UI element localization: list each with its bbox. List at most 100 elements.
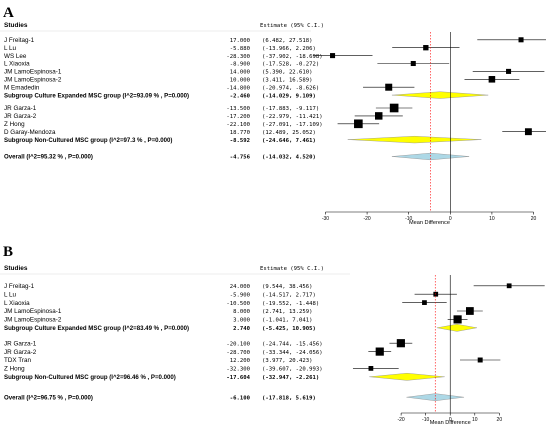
study-estimate: -28.700 (226, 350, 250, 356)
study-label: Z Hong (4, 121, 25, 128)
subgroup-label: Subgroup Culture Expanded MSC group (I^2… (4, 92, 189, 99)
study-marker (423, 45, 429, 51)
study-estimate: 10.000 (230, 78, 250, 84)
study-marker (477, 357, 483, 363)
study-ci: (9.544, 38.456) (262, 284, 313, 290)
x-tick-label: -10 (422, 417, 429, 423)
study-ci: (3.411, 16.589) (262, 78, 313, 84)
x-tick-label: -30 (322, 216, 329, 222)
x-tick-label: -10 (405, 216, 412, 222)
study-ci: (3.977, 20.423) (262, 358, 313, 364)
study-estimate: 3.000 (233, 318, 250, 324)
study-estimate: 18.770 (230, 130, 250, 136)
x-axis-label: Mean Difference (430, 420, 471, 426)
subgroup-estimate: -8.592 (230, 138, 250, 144)
study-label: L Lu (4, 291, 17, 298)
study-marker (375, 112, 383, 120)
study-marker (354, 119, 363, 129)
study-estimate: -20.100 (226, 341, 250, 347)
study-marker (330, 53, 336, 59)
study-ci: (-39.607, -20.993) (262, 367, 323, 373)
study-ci: (-27.091, -17.109) (262, 122, 323, 128)
study-estimate: -10.500 (226, 301, 250, 307)
study-label: J Freitag-1 (4, 37, 35, 44)
subgroup-label: Subgroup Non-Cultured MSC group (I^2=97.… (4, 137, 172, 144)
overall-ci: (-17.818, 5.619) (262, 395, 316, 401)
study-label: TDX Tran (4, 357, 31, 364)
study-estimate: -14.800 (226, 85, 250, 91)
subgroup-label: Subgroup Culture Expanded MSC group (I^2… (4, 325, 189, 332)
study-ci: (-17.883, -9.117) (262, 106, 319, 112)
study-label: L Xiaoxia (4, 61, 30, 68)
x-tick-label: -20 (397, 417, 404, 423)
study-marker (465, 307, 474, 315)
x-tick-label: 0 (449, 216, 452, 222)
subgroup-ci: (-24.646, 7.461) (262, 138, 316, 144)
study-label: JM LamoEspinosa-2 (4, 77, 62, 84)
study-marker (389, 103, 399, 113)
panel-letter: A (3, 5, 14, 21)
x-tick-label: 10 (489, 216, 495, 222)
study-label: WS Lee (4, 53, 27, 60)
study-marker (385, 83, 393, 91)
study-ci: (-24.744, -15.456) (262, 341, 323, 347)
study-label: JR Garza-2 (4, 349, 37, 356)
study-marker (506, 68, 512, 74)
study-marker (410, 60, 416, 67)
study-estimate: 24.000 (230, 284, 250, 290)
subgroup-estimate: -2.460 (230, 93, 251, 99)
study-label: JR Garza-1 (4, 105, 37, 112)
study-ci: (-22.979, -11.421) (262, 114, 323, 120)
study-ci: (-19.552, -1.448) (262, 301, 319, 307)
subgroup-diamond (369, 372, 445, 381)
study-marker (375, 347, 384, 356)
study-estimate: -32.300 (226, 367, 250, 373)
study-ci: (6.482, 27.518) (262, 38, 313, 44)
study-ci: (-20.974, -8.626) (262, 85, 319, 91)
study-ci: (12.489, 25.052) (262, 130, 316, 136)
subgroup-estimate: -17.604 (226, 375, 250, 381)
study-label: D Garay-Mendoza (4, 129, 56, 136)
study-estimate: 17.000 (230, 38, 250, 44)
x-axis-label: Mean Difference (409, 220, 450, 226)
subgroup-ci: (-14.029, 9.109) (262, 93, 316, 99)
study-marker (422, 300, 427, 305)
study-ci: (-37.902, -18.698) (262, 54, 323, 60)
subgroup-label: Subgroup Non-Cultured MSC group (I^2=96.… (4, 374, 176, 381)
study-label: JM LamoEspinosa-2 (4, 317, 62, 324)
header-studies: Studies (4, 265, 28, 272)
study-ci: (-33.344, -24.056) (262, 350, 323, 356)
subgroup-diamond (436, 323, 478, 332)
x-tick-label: 20 (497, 417, 503, 423)
study-label: JM LamoEspinosa-1 (4, 69, 62, 76)
study-marker (518, 37, 524, 43)
study-label: L Lu (4, 45, 17, 52)
study-ci: (5.390, 22.610) (262, 70, 313, 76)
study-marker (453, 315, 462, 324)
study-label: J Freitag-1 (4, 283, 35, 290)
study-estimate: -5.900 (230, 292, 250, 298)
overall-ci: (-14.032, 4.520) (262, 155, 316, 161)
overall-label: Overall (I^2=95.32 % , P=0.000) (4, 154, 93, 161)
subgroup-estimate: 2.740 (233, 326, 250, 332)
study-ci: (-13.966, 2.206) (262, 46, 316, 52)
study-estimate: -22.100 (226, 122, 250, 128)
x-tick-label: -20 (363, 216, 370, 222)
header-estimate: Estimate (95% C.I.) (260, 23, 324, 29)
study-estimate: -17.200 (226, 114, 250, 120)
x-tick-label: 20 (531, 216, 537, 222)
x-tick-label: 10 (472, 417, 478, 423)
header-estimate: Estimate (95% C.I.) (260, 266, 324, 272)
study-label: L Xiaoxia (4, 300, 30, 307)
study-marker (488, 76, 496, 83)
study-label: JM LamoEspinosa-1 (4, 308, 62, 315)
study-marker (396, 339, 405, 348)
x-tick-label: 0 (449, 417, 452, 423)
study-estimate: 12.200 (230, 358, 250, 364)
subgroup-diamond (391, 91, 489, 99)
study-marker (506, 283, 512, 289)
study-estimate: -28.300 (226, 54, 250, 60)
study-ci: (-17.528, -0.272) (262, 62, 319, 68)
study-marker (368, 366, 374, 371)
